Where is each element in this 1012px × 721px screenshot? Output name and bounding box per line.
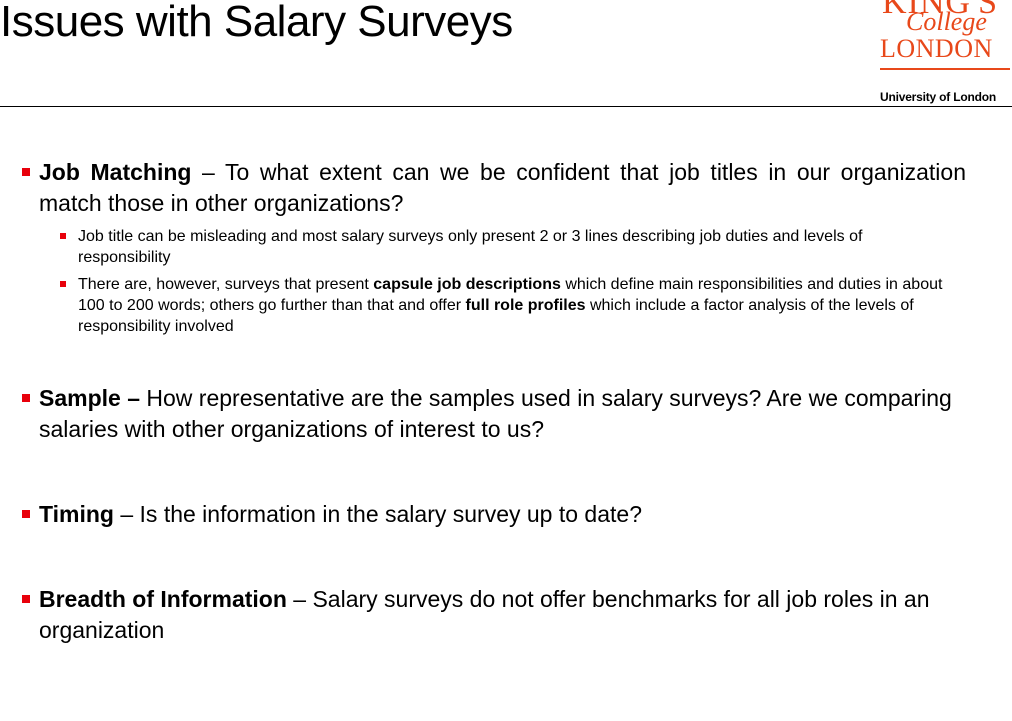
logo-college-text: College [906, 7, 987, 36]
bullet-text: – To what extent can we be confident tha… [39, 159, 966, 216]
bullet-breadth: Breadth of Information – Salary surveys … [22, 584, 966, 646]
sub-bullet-bold-profiles: full role profiles [465, 297, 586, 314]
bullet-square-icon [22, 394, 30, 402]
bullet-square-icon [60, 233, 66, 239]
logo-rule [880, 68, 1010, 70]
bullet-term: Sample – [39, 385, 140, 411]
bullet-square-icon [22, 595, 30, 603]
sub-bullet-text-c: which define main responsibilities and d… [78, 276, 943, 314]
bullet-text: – Is the information in the salary surve… [113, 501, 642, 527]
sub-bullet-capsule: There are, however, surveys that present… [60, 274, 958, 337]
bullet-text: How representative are the samples used … [39, 385, 952, 442]
kings-college-logo: KING'S College LONDON University of Lond… [876, 0, 1012, 106]
bullet-square-icon [22, 510, 30, 518]
logo-kings-text: KING'S [882, 0, 999, 21]
bullet-term: Breadth of Information [39, 586, 287, 612]
bullet-job-matching: Job Matching – To what extent can we be … [22, 157, 966, 219]
logo-london-text: LONDON [880, 34, 993, 63]
logo-tagline: University of London [880, 90, 997, 104]
bullet-timing: Timing – Is the information in the salar… [22, 499, 966, 530]
sub-bullet-text: Job title can be misleading and most sal… [78, 228, 863, 266]
sub-bullet-bold-capsule: capsule job descriptions [373, 276, 561, 293]
bullet-square-icon [60, 281, 66, 287]
sub-bullet-job-title: Job title can be misleading and most sal… [60, 226, 958, 268]
page-title: Issues with Salary Surveys [0, 0, 513, 46]
sub-bullet-text-e: which include a factor analysis of the l… [78, 297, 914, 335]
bullet-text: – Salary surveys do not offer benchmarks… [39, 586, 930, 643]
sub-bullet-text-a: There are, however, surveys that present [78, 276, 374, 293]
bullet-square-icon [22, 168, 30, 176]
bullet-sample: Sample – How representative are the samp… [22, 383, 966, 445]
header-divider [0, 106, 1012, 107]
bullet-term: Timing [39, 501, 114, 527]
bullet-term: Job Matching [39, 159, 192, 185]
